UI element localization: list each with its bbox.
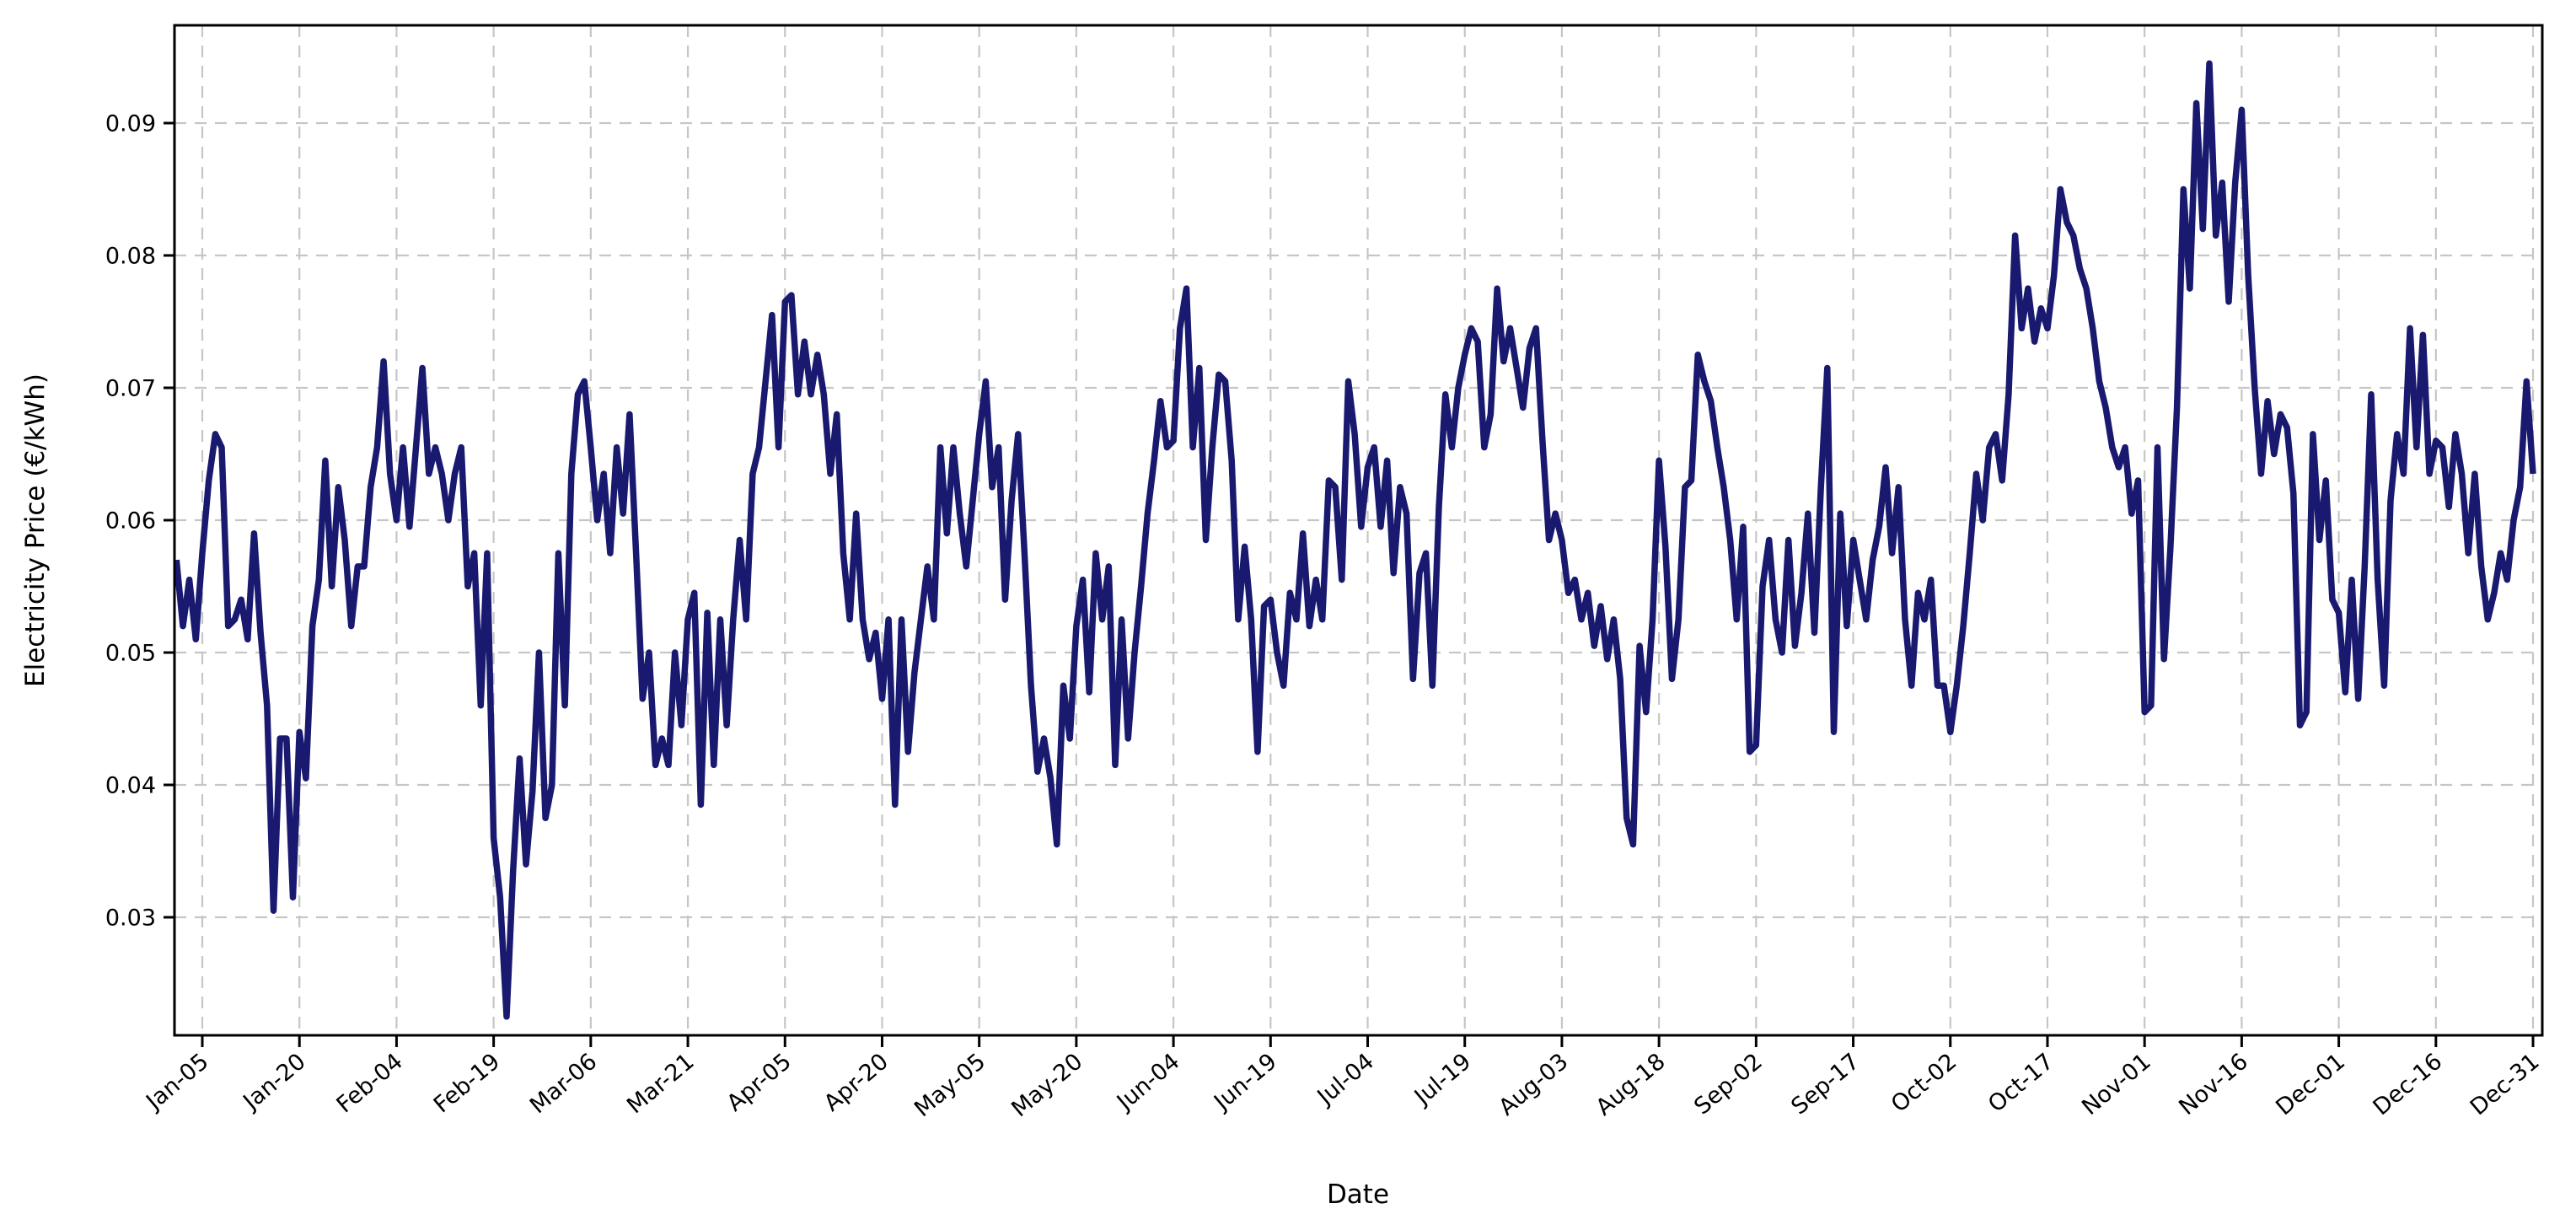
x-tick-label: Mar-06 — [525, 1049, 602, 1120]
x-tick-label: Oct-02 — [1886, 1049, 1962, 1118]
x-tick-label: May-20 — [1006, 1049, 1087, 1123]
y-tick-label: 0.06 — [105, 508, 156, 535]
x-tick-label: Dec-31 — [2466, 1049, 2545, 1121]
grid-lines — [174, 25, 2542, 1035]
y-tick-label: 0.07 — [105, 376, 156, 402]
price-series — [173, 60, 2536, 1020]
x-tick-label: Jul-04 — [1312, 1049, 1379, 1111]
price-line — [173, 60, 2536, 1020]
x-tick-label: Apr-05 — [722, 1049, 797, 1117]
x-tick-label: Jun-04 — [1111, 1049, 1185, 1117]
y-tick-label: 0.05 — [105, 641, 156, 667]
y-tick-label: 0.09 — [105, 111, 156, 137]
x-tick-label: Aug-18 — [1591, 1049, 1671, 1121]
axes-and-ticks — [164, 24, 2544, 1047]
x-tick-label: Jan-20 — [238, 1049, 311, 1116]
x-tick-label: Nov-01 — [2077, 1049, 2156, 1121]
x-axis-title: Date — [1327, 1179, 1389, 1210]
x-tick-label: Jul-19 — [1409, 1049, 1476, 1111]
x-tick-label: Oct-17 — [1983, 1049, 2058, 1118]
x-tick-label: Nov-16 — [2174, 1049, 2253, 1121]
x-tick-label: Jan-05 — [140, 1049, 213, 1116]
x-tick-label: Apr-20 — [819, 1049, 894, 1117]
y-axis-title: Electricity Price (€/kWh) — [20, 373, 51, 687]
y-tick-label: 0.04 — [105, 773, 156, 799]
x-tick-label: Dec-16 — [2369, 1049, 2448, 1121]
x-tick-label: Sep-17 — [1786, 1049, 1865, 1120]
x-tick-label: Dec-01 — [2271, 1049, 2350, 1121]
x-tick-label: Sep-02 — [1689, 1049, 1768, 1120]
y-tick-label: 0.03 — [105, 905, 156, 932]
x-tick-label: May-05 — [910, 1049, 990, 1123]
x-tick-label: Aug-03 — [1494, 1049, 1573, 1121]
x-tick-label: Mar-21 — [622, 1049, 699, 1120]
x-tick-label: Jun-19 — [1208, 1049, 1282, 1117]
x-tick-label: Feb-04 — [332, 1049, 408, 1119]
x-tick-label: Feb-19 — [429, 1049, 505, 1119]
y-tick-label: 0.08 — [105, 244, 156, 270]
plot-border — [173, 24, 2544, 1037]
